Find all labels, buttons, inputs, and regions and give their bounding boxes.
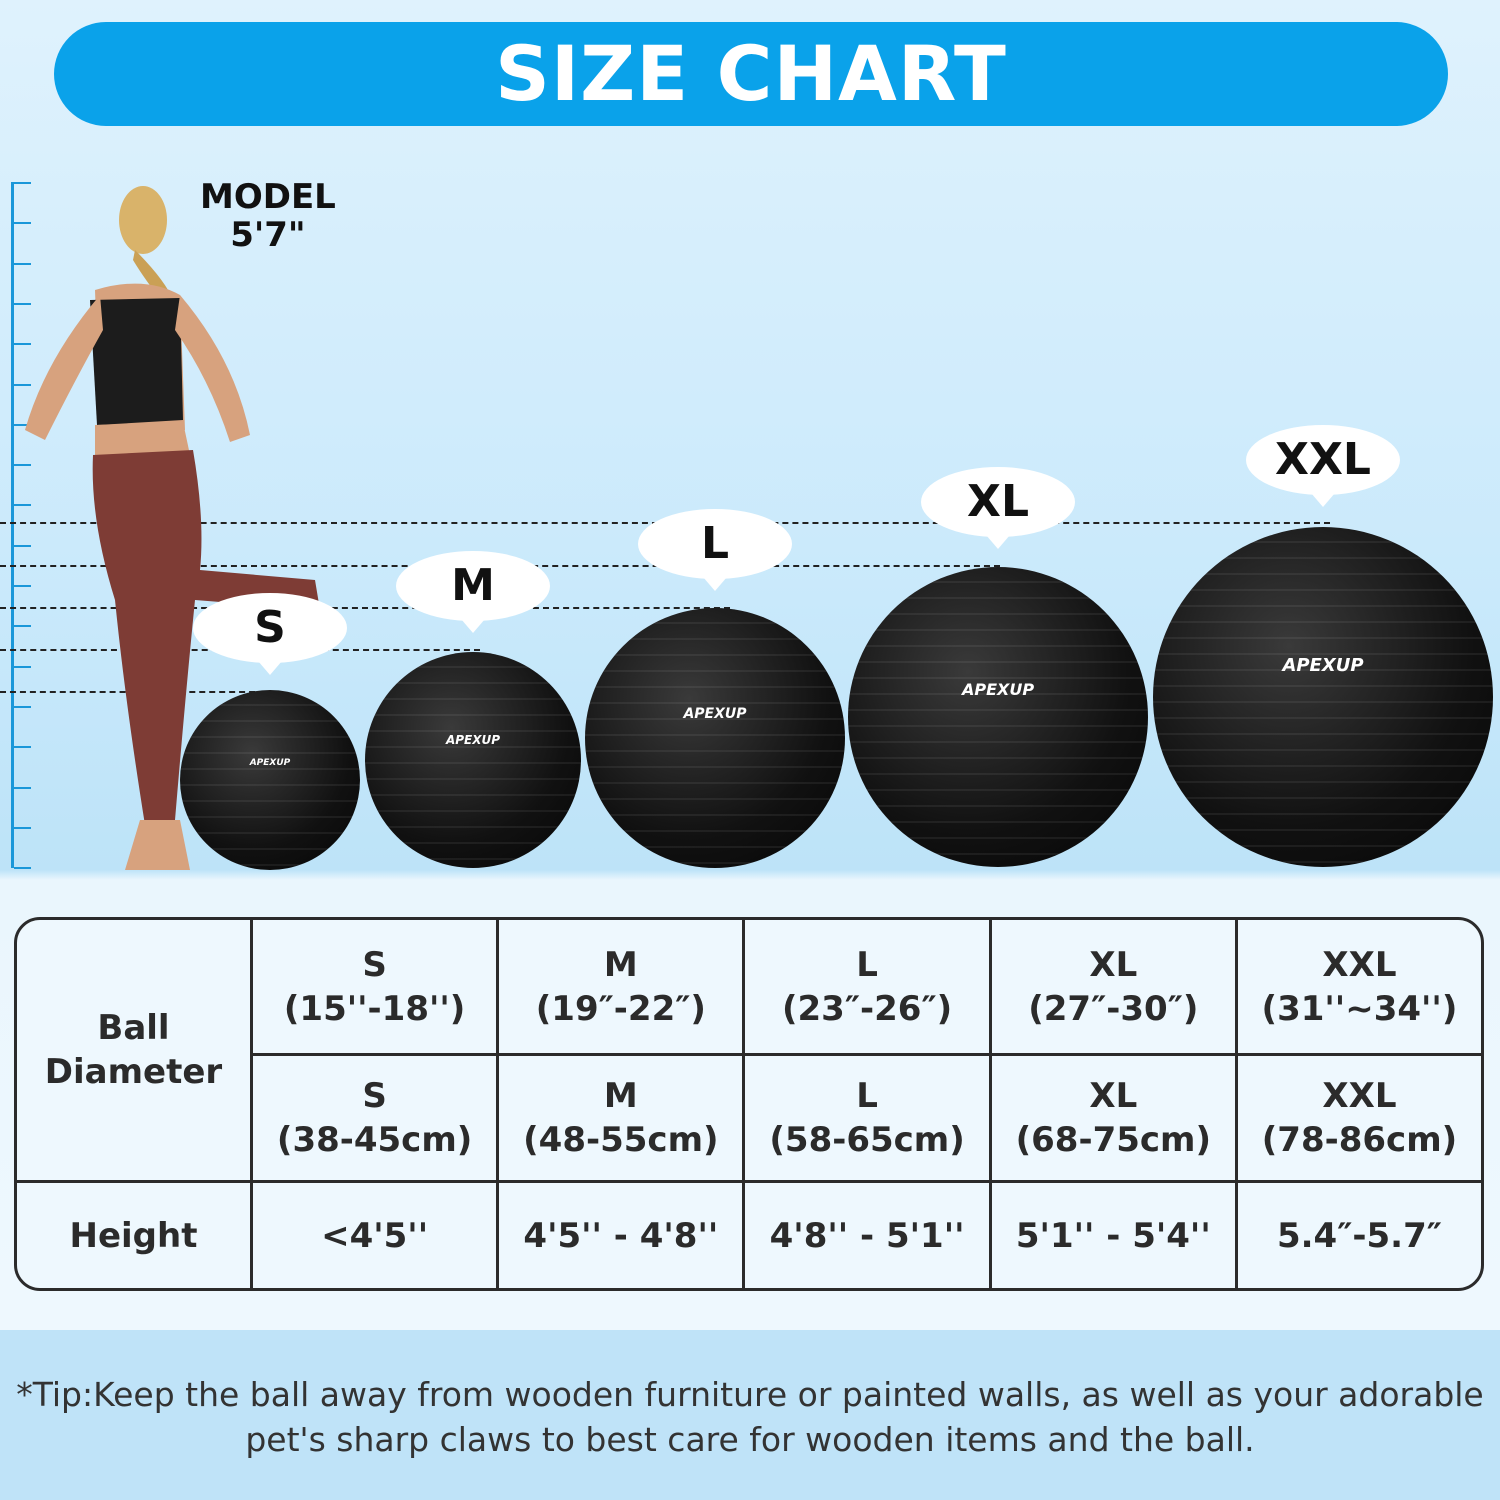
ruler-tick [14, 867, 31, 870]
exercise-ball-s: APEXUP [180, 690, 360, 870]
size-table: Ball Diameter S (15''-18'') M (19″-22″) L (2… [14, 917, 1484, 1291]
size-label-bubble: L [638, 509, 792, 591]
height-header: Height [17, 1183, 253, 1288]
ruler-tick [14, 464, 31, 467]
model-height: 5'7" [230, 215, 306, 255]
ruler-tick [14, 665, 31, 668]
height-cell: <4'5'' [253, 1183, 500, 1288]
ruler-tick [14, 826, 31, 829]
cm-cell: XL (68-75cm) [991, 1056, 1238, 1183]
brand-logo: APEXUP [249, 757, 291, 768]
size-label-bubble: XL [921, 467, 1075, 549]
size-label-bubble: XXL [1246, 425, 1400, 507]
cm-cell: XXL (78-86cm) [1237, 1056, 1481, 1183]
ruler-tick [14, 262, 31, 265]
ruler-tick [14, 504, 31, 507]
inch-cell: XL (27″-30″) [991, 920, 1238, 1056]
inch-cell: L (23″-26″) [745, 920, 992, 1056]
ruler-tick [14, 746, 31, 749]
cm-cell: L (58-65cm) [745, 1056, 992, 1183]
exercise-ball-xxl: APEXUP [1153, 527, 1493, 867]
size-label-bubble: M [396, 551, 550, 633]
ruler-tick [14, 383, 31, 386]
height-cell: 5'1'' - 5'4'' [992, 1183, 1238, 1288]
inch-cell: M (19″-22″) [499, 920, 746, 1056]
brand-logo: APEXUP [445, 733, 501, 747]
brand-logo: APEXUP [683, 705, 747, 722]
cm-cell: M (48-55cm) [499, 1056, 746, 1183]
exercise-ball-xl: APEXUP [848, 567, 1148, 867]
height-cell: 4'5'' - 4'8'' [499, 1183, 746, 1288]
ruler-tick [14, 585, 31, 587]
model-label: MODEL [200, 177, 336, 217]
model-height-label: MODEL 5'7" [200, 178, 336, 254]
inch-cell: XXL (31''~34'') [1237, 920, 1481, 1056]
size-chart-title: SIZE CHART [54, 22, 1448, 126]
ruler-tick [14, 222, 31, 225]
size-label-bubble: S [193, 593, 347, 675]
exercise-ball-l: APEXUP [585, 608, 845, 868]
ruler-tick [14, 302, 31, 305]
ruler-tick [14, 625, 31, 628]
ruler-tick [14, 182, 31, 184]
brand-logo: APEXUP [961, 679, 1035, 699]
size-guide-line [0, 607, 730, 609]
ruler-tick [14, 786, 31, 789]
model-figure [25, 186, 320, 870]
inch-cell: S (15''-18'') [253, 920, 500, 1056]
ruler-tick [14, 423, 31, 426]
cm-cell: S (38-45cm) [253, 1056, 500, 1183]
brand-logo: APEXUP [1282, 654, 1364, 676]
ruler-tick [14, 343, 31, 346]
ruler-tick [14, 705, 31, 708]
care-tip: *Tip:Keep the ball away from wooden furn… [0, 1330, 1500, 1500]
ball-diameter-header: Ball Diameter [17, 920, 253, 1183]
height-ruler [11, 182, 31, 870]
height-cell: 4'8'' - 5'1'' [745, 1183, 992, 1288]
height-cell: 5.4″-5.7″ [1276, 1215, 1442, 1256]
exercise-ball-m: APEXUP [365, 652, 581, 868]
ruler-tick [14, 544, 31, 547]
